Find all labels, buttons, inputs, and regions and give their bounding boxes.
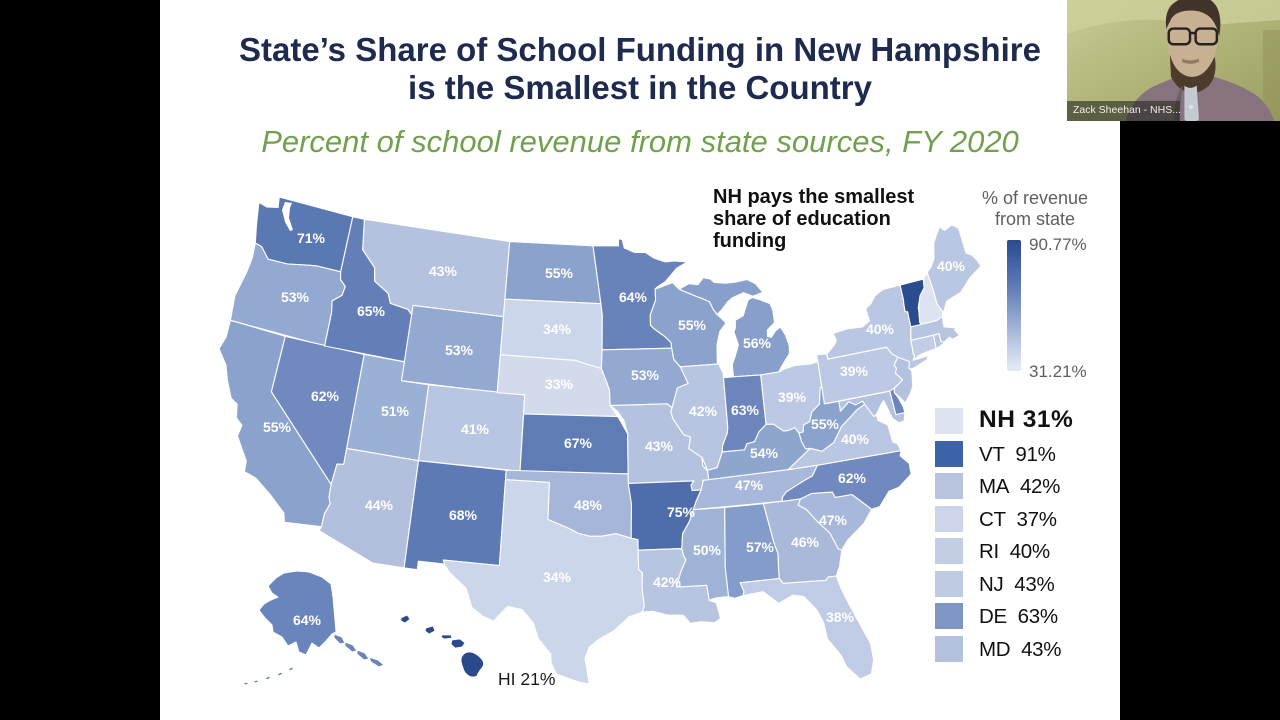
svg-text:56%: 56% (743, 335, 772, 351)
svg-text:47%: 47% (819, 512, 848, 528)
svg-text:63%: 63% (731, 402, 760, 418)
svg-text:38%: 38% (826, 609, 855, 625)
svg-text:55%: 55% (811, 416, 840, 432)
svg-text:55%: 55% (678, 317, 707, 333)
svg-text:53%: 53% (631, 367, 660, 383)
svg-text:39%: 39% (840, 363, 869, 379)
svg-text:40%: 40% (841, 431, 870, 447)
svg-text:41%: 41% (461, 421, 490, 437)
svg-text:68%: 68% (449, 507, 478, 523)
svg-text:75%: 75% (667, 504, 696, 520)
svg-text:33%: 33% (545, 376, 574, 392)
svg-text:53%: 53% (281, 289, 310, 305)
svg-text:57%: 57% (746, 539, 775, 555)
svg-text:42%: 42% (653, 574, 682, 590)
svg-text:48%: 48% (574, 497, 603, 513)
svg-text:40%: 40% (937, 258, 966, 274)
svg-text:42%: 42% (689, 403, 718, 419)
svg-text:50%: 50% (693, 542, 722, 558)
svg-text:54%: 54% (750, 445, 779, 461)
svg-text:64%: 64% (619, 289, 648, 305)
svg-text:34%: 34% (543, 321, 572, 337)
svg-text:53%: 53% (445, 342, 474, 358)
svg-text:47%: 47% (735, 477, 764, 493)
svg-text:44%: 44% (365, 497, 394, 513)
svg-text:67%: 67% (564, 435, 593, 451)
svg-text:55%: 55% (263, 419, 292, 435)
svg-text:43%: 43% (429, 263, 458, 279)
svg-text:55%: 55% (545, 265, 574, 281)
svg-text:43%: 43% (645, 438, 674, 454)
svg-text:71%: 71% (297, 230, 326, 246)
svg-text:64%: 64% (293, 612, 322, 628)
svg-text:65%: 65% (357, 303, 386, 319)
svg-text:51%: 51% (381, 403, 410, 419)
svg-text:34%: 34% (543, 569, 572, 585)
svg-text:46%: 46% (791, 534, 820, 550)
svg-text:62%: 62% (311, 388, 340, 404)
svg-text:40%: 40% (866, 321, 895, 337)
svg-text:62%: 62% (838, 470, 867, 486)
svg-text:39%: 39% (778, 389, 807, 405)
